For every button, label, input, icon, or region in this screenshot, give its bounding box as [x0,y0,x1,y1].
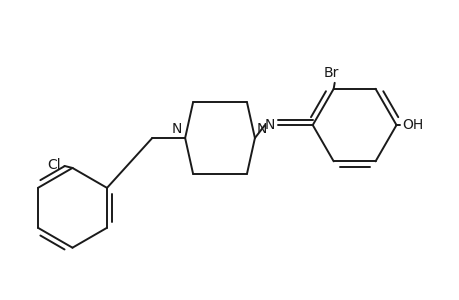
Text: OH: OH [402,118,423,132]
Text: Cl: Cl [47,158,61,172]
Text: Br: Br [323,66,339,80]
Text: N: N [171,122,182,136]
Text: N: N [264,118,274,132]
Text: N: N [257,122,267,136]
